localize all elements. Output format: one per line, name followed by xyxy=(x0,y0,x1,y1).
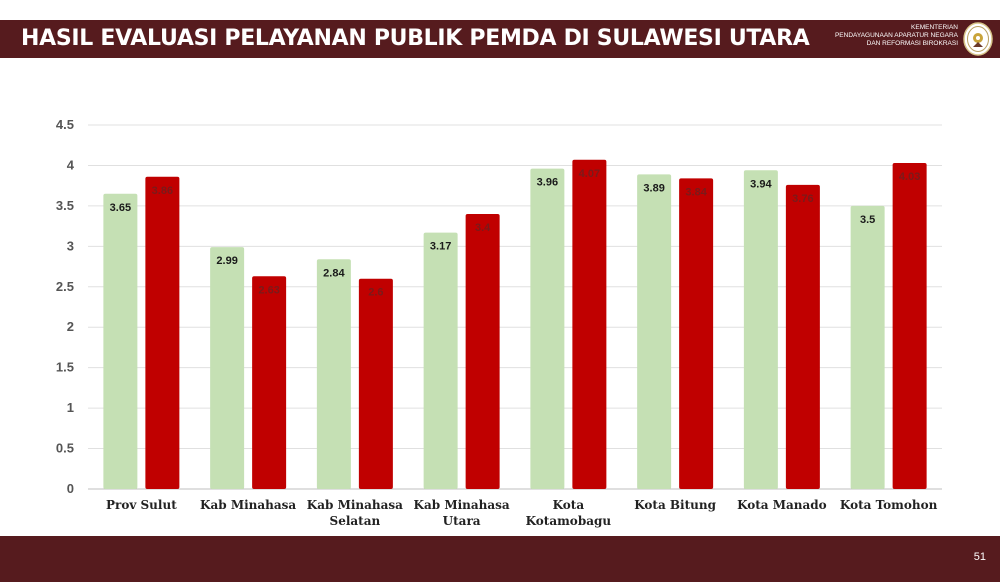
y-tick-label: 2.5 xyxy=(56,279,74,294)
bar xyxy=(316,259,351,489)
bar xyxy=(423,232,458,490)
y-tick-label: 1 xyxy=(67,400,74,415)
y-tick-label: 0.5 xyxy=(56,441,74,456)
x-category-label: Kab Minahasa xyxy=(200,498,296,512)
x-category-label: Kab Minahasa xyxy=(307,498,403,512)
y-tick-label: 0 xyxy=(67,481,74,496)
bar-chart: 0 0.5 1 1.5 2 2.5 3 3.5 4 4.5 3.65 3.86 2.99 2.63 2.8… xyxy=(56,117,942,528)
data-label: 3.94 xyxy=(750,178,772,190)
data-label: 3.5 xyxy=(860,214,875,226)
bar xyxy=(572,159,607,489)
y-tick-label: 3.5 xyxy=(56,198,74,213)
data-label: 3.96 xyxy=(537,177,558,189)
data-label: 4.07 xyxy=(579,168,600,180)
y-tick-label: 4 xyxy=(67,157,75,172)
data-label: 3.65 xyxy=(110,202,131,214)
data-label: 2.63 xyxy=(258,284,279,296)
x-category-label: Kota xyxy=(553,498,585,512)
bar xyxy=(743,170,778,489)
bar xyxy=(252,276,287,489)
x-category-label: Kotamobagu xyxy=(526,514,612,528)
ministry-emblem-icon xyxy=(963,22,993,56)
data-label: 3.84 xyxy=(685,186,707,198)
data-label: 3.4 xyxy=(475,222,491,234)
data-label: 3.17 xyxy=(430,241,451,253)
ministry-name: KEMENTERIAN PENDAYAGUNAAN APARATUR NEGAR… xyxy=(835,24,958,48)
data-label: 3.76 xyxy=(792,193,813,205)
bar xyxy=(145,176,180,489)
bar xyxy=(679,178,714,489)
bar xyxy=(637,174,672,489)
data-label: 3.86 xyxy=(152,185,173,197)
bar xyxy=(103,193,138,489)
footer-bar: 51 xyxy=(0,536,1000,582)
bar xyxy=(785,184,820,489)
page-number: 51 xyxy=(973,551,986,563)
data-label: 2.99 xyxy=(216,255,237,267)
x-category-label: Kota Manado xyxy=(737,498,827,512)
header-bar: HASIL EVALUASI PELAYANAN PUBLIK PEMDA DI… xyxy=(0,20,1000,58)
bar xyxy=(210,247,245,489)
bar xyxy=(850,205,885,489)
y-tick-label: 1.5 xyxy=(56,360,74,375)
slide-title: HASIL EVALUASI PELAYANAN PUBLIK PEMDA DI… xyxy=(21,26,810,51)
x-category-label: Utara xyxy=(443,514,481,528)
x-category-label: Selatan xyxy=(330,514,381,528)
bar xyxy=(530,168,565,489)
y-tick-label: 4.5 xyxy=(56,117,74,132)
bar xyxy=(358,278,393,489)
ministry-line: KEMENTERIAN xyxy=(911,24,958,31)
y-tick-label: 3 xyxy=(67,238,74,253)
ministry-line: DAN REFORMASI BIROKRASI xyxy=(866,40,958,47)
data-label: 3.89 xyxy=(643,182,664,194)
data-label: 4.03 xyxy=(899,171,920,183)
x-category-label: Prov Sulut xyxy=(106,498,177,512)
x-category-label: Kab Minahasa xyxy=(414,498,510,512)
ministry-line: PENDAYAGUNAAN APARATUR NEGARA xyxy=(834,32,958,39)
data-label: 2.84 xyxy=(323,267,345,279)
bar xyxy=(465,213,500,489)
data-label: 2.6 xyxy=(368,287,383,299)
x-category-label: Kota Tomohon xyxy=(840,498,938,512)
x-category-label: Kota Bitung xyxy=(634,498,716,512)
bar xyxy=(892,163,927,490)
y-tick-label: 2 xyxy=(67,319,74,334)
